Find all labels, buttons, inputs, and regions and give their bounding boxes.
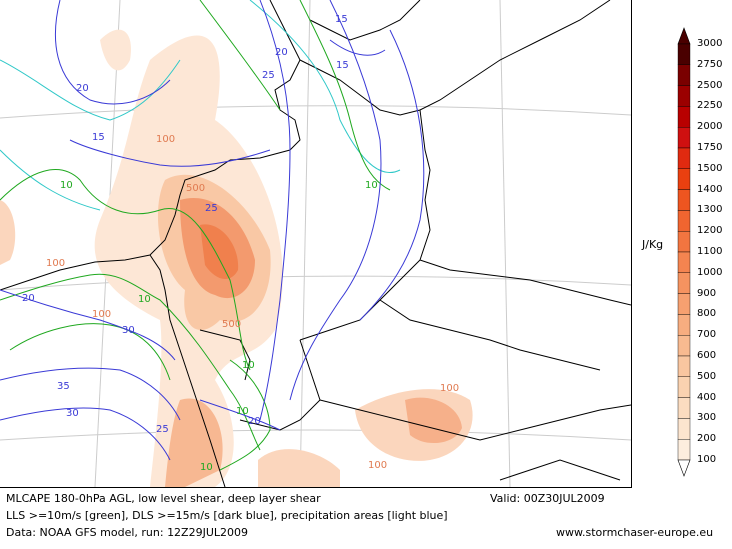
legend-panel [632, 0, 732, 487]
lls-label: 10 [60, 180, 73, 191]
cape-label: 100 [46, 258, 65, 269]
caption-bar: MLCAPE 180-0hPa AGL, low level shear, de… [0, 488, 732, 549]
map-panel: 15 20 15 20 25 15 25 20 30 35 30 25 20 1… [0, 0, 632, 488]
dls-label: 35 [57, 381, 70, 392]
colorbar-tick-label: 3000 [697, 38, 723, 49]
colorbar-swatch [677, 418, 691, 440]
dls-label: 25 [262, 70, 275, 81]
colorbar-tick-label: 2000 [697, 121, 723, 133]
cape-label: 100 [368, 460, 387, 471]
colorbar-swatch [677, 230, 691, 253]
colorbar-tick-label: 900 [697, 287, 717, 299]
dls-label: 30 [122, 325, 135, 336]
dls-label: 25 [156, 424, 169, 435]
colorbar-swatch [677, 355, 691, 377]
colorbar-tick-label: 2750 [697, 58, 723, 70]
map-svg: 15 20 15 20 25 15 25 20 30 35 30 25 20 1… [0, 0, 631, 487]
lls-label: 10 [365, 180, 378, 191]
colorbar-tick-label: 100 [697, 454, 717, 465]
dls-label: 15 [336, 60, 349, 71]
lls-label: 10 [236, 406, 249, 417]
colorbar-tick-label: 1100 [697, 246, 723, 257]
colorbar-tick-label: 2250 [697, 100, 723, 112]
colorbar-swatch [677, 43, 691, 65]
caption-line-1: MLCAPE 180-0hPa AGL, low level shear, de… [6, 492, 321, 505]
colorbar-tick-label: 700 [697, 329, 717, 341]
caption-line-3: Data: NOAA GFS model, run: 12Z29JUL2009 [6, 526, 249, 539]
dls-label: 20 [22, 293, 35, 304]
colorbar-swatch [677, 147, 691, 169]
cape-label: 100 [92, 309, 111, 320]
cape-label: 100 [156, 134, 175, 145]
colorbar-tick-label: 800 [697, 308, 717, 320]
dls-label: 15 [92, 132, 105, 143]
colorbar-swatch [677, 439, 691, 461]
cape-label: 100 [440, 383, 459, 394]
colorbar-swatch [677, 251, 691, 273]
lls-label: 10 [242, 360, 255, 371]
colorbar-swatch [677, 210, 691, 232]
precip-contours [0, 0, 401, 211]
colorbar-swatch [677, 314, 691, 336]
colorbar-swatch [677, 189, 691, 211]
lls-label: 10 [200, 462, 213, 473]
colorbar-tick-label: 2500 [697, 79, 723, 91]
colorbar-swatch [677, 293, 691, 315]
caption-line-2: LLS >=10m/s [green], DLS >=15m/s [dark b… [6, 509, 448, 522]
dls-label: 25 [205, 203, 218, 214]
colorbar [677, 27, 691, 477]
colorbar-tick-label: 1200 [697, 225, 723, 237]
colorbar-tick-label: 500 [697, 370, 717, 382]
colorbar-swatch [677, 106, 691, 128]
colorbar-swatch [677, 397, 691, 419]
colorbar-tick-label: 1000 [697, 266, 723, 278]
dls-label: 30 [66, 408, 79, 419]
dls-label: 15 [335, 14, 348, 25]
website-link[interactable]: www.stormchaser-europe.eu [556, 526, 714, 539]
colorbar-swatch [677, 376, 691, 398]
legend-units: J/Kg [642, 238, 664, 251]
lls-contours [0, 0, 391, 471]
colorbar-bottom-arrow [677, 459, 691, 477]
colorbar-swatch [677, 168, 691, 190]
colorbar-tick-label: 300 [697, 412, 717, 424]
colorbar-tick-label: 1300 [697, 204, 723, 216]
colorbar-swatch [677, 126, 691, 149]
cape-label: 500 [186, 183, 205, 194]
colorbar-swatch [677, 335, 691, 357]
lls-label: 10 [138, 294, 151, 305]
colorbar-tick-label: 1400 [697, 183, 723, 195]
colorbar-tick-label: 400 [697, 391, 717, 403]
colorbar-swatch [677, 64, 691, 86]
cape-shading [0, 29, 473, 487]
dls-contours [0, 0, 425, 461]
dls-label: 20 [248, 416, 261, 427]
valid-time: Valid: 00Z30JUL2009 [490, 492, 605, 505]
graticule [0, 0, 631, 487]
dls-label: 20 [275, 47, 288, 58]
colorbar-swatch [677, 272, 691, 294]
colorbar-tick-label: 600 [697, 350, 717, 361]
coastlines [0, 0, 631, 487]
colorbar-swatch [677, 85, 691, 107]
colorbar-tick-label: 1750 [697, 142, 723, 153]
colorbar-top-arrow [677, 27, 691, 45]
colorbar-tick-label: 200 [697, 433, 717, 445]
dls-label: 20 [76, 83, 89, 94]
cape-label: 500 [222, 319, 241, 330]
colorbar-tick-label: 1500 [697, 162, 723, 174]
